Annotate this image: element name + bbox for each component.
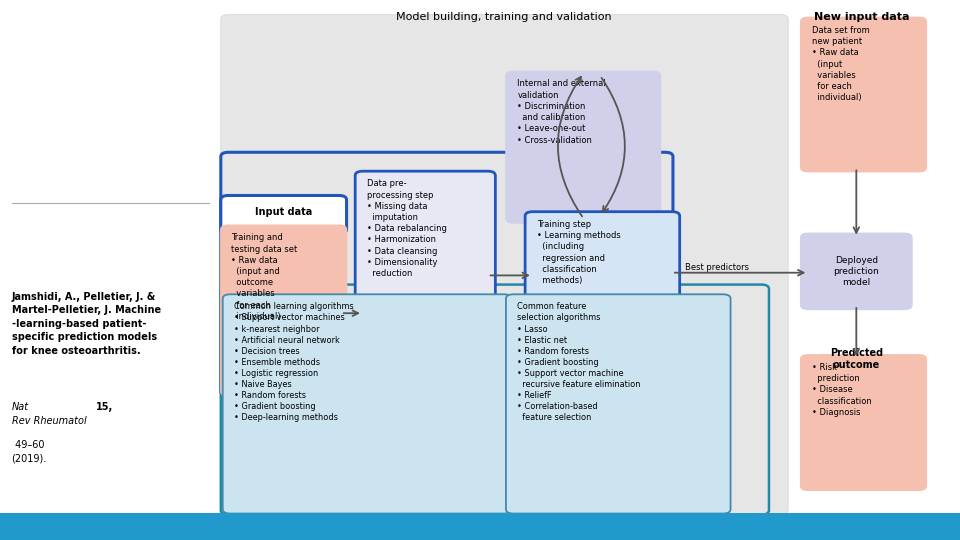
Text: Model building, training and validation: Model building, training and validation xyxy=(396,12,612,22)
Text: Predicted
outcome: Predicted outcome xyxy=(829,348,883,370)
Text: Training and
testing data set
• Raw data
  (input and
  outcome
  variables
  fo: Training and testing data set • Raw data… xyxy=(231,233,298,321)
FancyBboxPatch shape xyxy=(223,294,512,514)
Text: Common learning algorithms
• Support vector machines
• k-nearest neighbor
• Arti: Common learning algorithms • Support vec… xyxy=(234,302,354,422)
Text: Deployed
prediction
model: Deployed prediction model xyxy=(833,256,879,287)
FancyBboxPatch shape xyxy=(355,171,495,385)
FancyBboxPatch shape xyxy=(801,17,926,172)
FancyBboxPatch shape xyxy=(506,294,731,514)
FancyBboxPatch shape xyxy=(525,212,680,385)
Text: Internal and external
validation
• Discrimination
  and calibration
• Leave-one-: Internal and external validation • Discr… xyxy=(517,79,606,145)
Text: 15,: 15, xyxy=(96,402,113,413)
FancyBboxPatch shape xyxy=(221,225,347,396)
Text: 49–60
(2019).: 49–60 (2019). xyxy=(12,440,47,464)
Text: Common feature
selection algorithms
• Lasso
• Elastic net
• Random forests
• Gra: Common feature selection algorithms • La… xyxy=(517,302,641,422)
Text: Nat
Rev Rheumatol: Nat Rev Rheumatol xyxy=(12,402,89,426)
Text: • Risk
  prediction
• Disease
  classification
• Diagnosis: • Risk prediction • Disease classificati… xyxy=(812,363,872,417)
Bar xyxy=(0,513,960,540)
FancyBboxPatch shape xyxy=(801,355,926,490)
Text: Jamshidi, A., Pelletier, J. &
Martel-Pelletier, J. Machine
-learning-based patie: Jamshidi, A., Pelletier, J. & Martel-Pel… xyxy=(12,292,160,356)
Text: Data pre-
processing step
• Missing data
  imputation
• Data rebalancing
• Harmo: Data pre- processing step • Missing data… xyxy=(367,179,446,278)
Text: Best predictors: Best predictors xyxy=(685,263,750,272)
FancyBboxPatch shape xyxy=(221,195,347,234)
Text: New input data: New input data xyxy=(814,12,910,22)
Text: Training step
• Learning methods
  (including
  regression and
  classification
: Training step • Learning methods (includ… xyxy=(537,220,620,285)
Text: Data set from
new patient
• Raw data
  (input
  variables
  for each
  individua: Data set from new patient • Raw data (in… xyxy=(812,26,870,103)
FancyBboxPatch shape xyxy=(801,233,912,309)
Text: Input data: Input data xyxy=(254,207,312,217)
FancyBboxPatch shape xyxy=(506,71,660,223)
FancyBboxPatch shape xyxy=(221,15,788,515)
